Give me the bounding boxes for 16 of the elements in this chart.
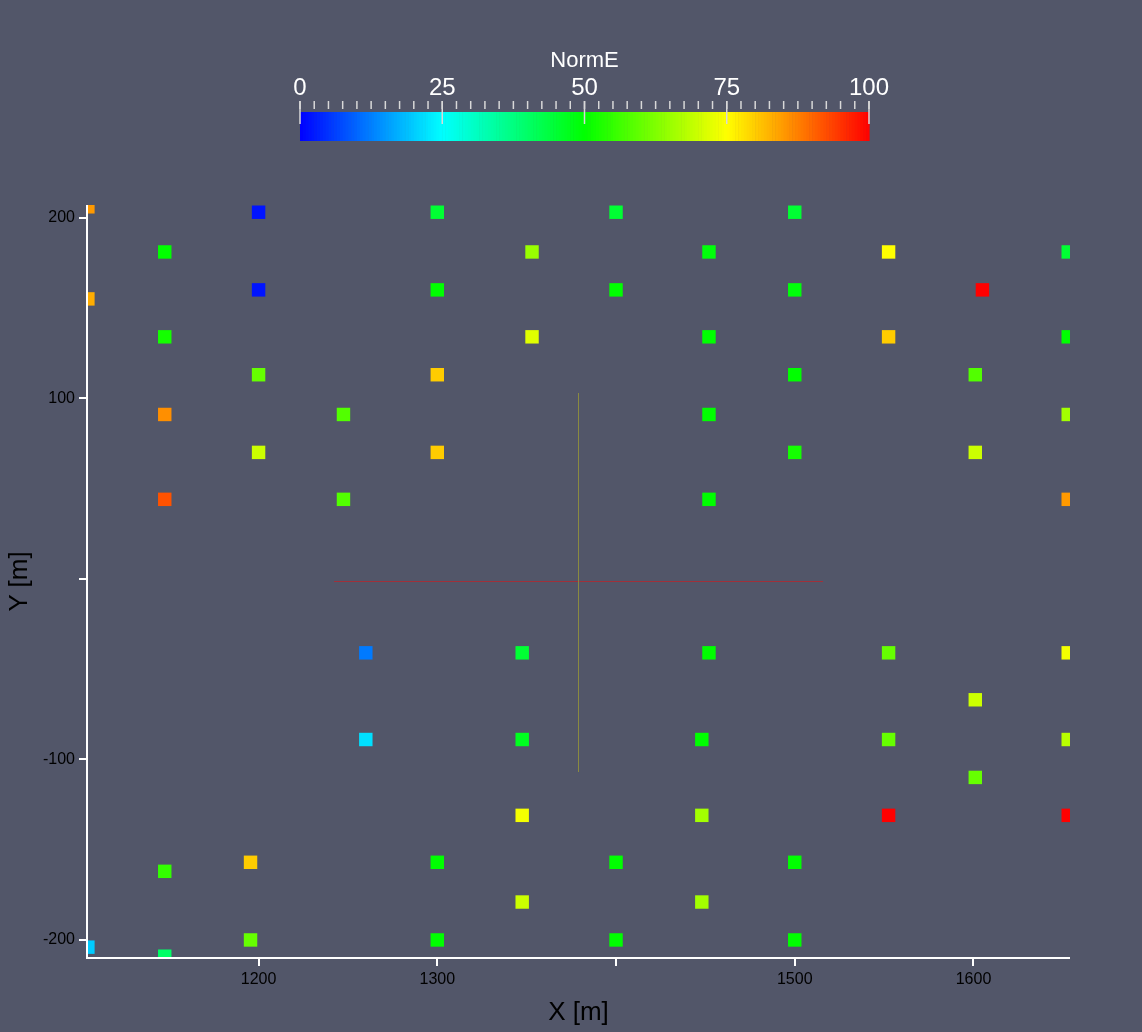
y-tick-label: -200 <box>42 930 76 948</box>
x-tick-label: 1600 <box>955 970 992 988</box>
color-bar-title: NormE <box>550 47 619 73</box>
color-bar-label: 25 <box>428 72 456 100</box>
x-tick-label: 1500 <box>776 970 813 988</box>
color-bar-label: 0 <box>293 72 307 100</box>
color-bar-label: 50 <box>571 72 598 100</box>
x-tick-label: 1300 <box>419 970 456 988</box>
color-bar-label: 100 <box>848 72 890 100</box>
color-bar-label: 75 <box>713 72 741 100</box>
y-tick-label: -100 <box>42 749 76 767</box>
y-axis-title: Y [m] <box>2 551 33 612</box>
x-tick-label: 1200 <box>240 970 277 988</box>
y-tick-label: 200 <box>48 208 76 226</box>
x-axis-title: X [m] <box>548 995 609 1026</box>
y-tick-label: 100 <box>48 388 76 406</box>
